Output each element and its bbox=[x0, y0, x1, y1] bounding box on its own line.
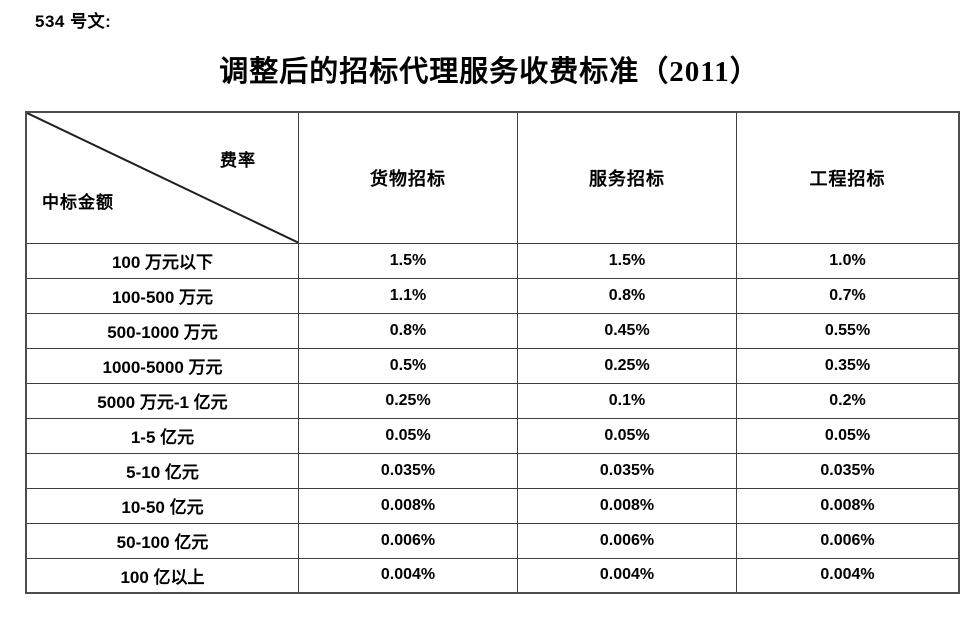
amount-range-cell: 100-500 万元 bbox=[25, 277, 299, 314]
table-row: 1000-5000 万元 0.5% 0.25% 0.35% bbox=[25, 347, 960, 384]
rate-cell: 0.35% bbox=[736, 347, 960, 384]
rate-cell: 0.006% bbox=[298, 522, 518, 559]
table-row: 50-100 亿元 0.006% 0.006% 0.006% bbox=[25, 522, 960, 559]
rate-cell: 0.05% bbox=[736, 417, 960, 454]
rate-cell: 0.004% bbox=[298, 557, 518, 594]
rate-cell: 0.004% bbox=[736, 557, 960, 594]
column-header-goods-bidding: 货物招标 bbox=[298, 111, 518, 244]
rate-cell: 0.2% bbox=[736, 382, 960, 419]
rate-cell: 0.008% bbox=[736, 487, 960, 524]
amount-range-cell: 50-100 亿元 bbox=[25, 522, 299, 559]
rate-cell: 0.5% bbox=[298, 347, 518, 384]
table-row: 100 万元以下 1.5% 1.5% 1.0% bbox=[25, 242, 960, 279]
rate-cell: 1.0% bbox=[736, 242, 960, 279]
rate-cell: 1.5% bbox=[298, 242, 518, 279]
table-row: 500-1000 万元 0.8% 0.45% 0.55% bbox=[25, 312, 960, 349]
amount-range-cell: 1-5 亿元 bbox=[25, 417, 299, 454]
rate-cell: 1.1% bbox=[298, 277, 518, 314]
rate-cell: 0.8% bbox=[517, 277, 737, 314]
column-header-service-bidding: 服务招标 bbox=[517, 111, 737, 244]
corner-label-amount: 中标金额 bbox=[42, 192, 114, 212]
fee-table-body: 100 万元以下 1.5% 1.5% 1.0% 100-500 万元 1.1% … bbox=[25, 242, 960, 594]
rate-cell: 0.006% bbox=[736, 522, 960, 559]
rate-cell: 0.05% bbox=[517, 417, 737, 454]
rate-cell: 0.25% bbox=[517, 347, 737, 384]
diagonal-divider-line bbox=[27, 113, 298, 243]
fee-table: 费率 中标金额 货物招标 服务招标 工程招标 100 万元以下 1.5% 1.5… bbox=[25, 111, 960, 594]
table-row: 5-10 亿元 0.035% 0.035% 0.035% bbox=[25, 452, 960, 489]
amount-range-cell: 100 万元以下 bbox=[25, 242, 299, 279]
table-row: 100-500 万元 1.1% 0.8% 0.7% bbox=[25, 277, 960, 314]
amount-range-cell: 100 亿以上 bbox=[25, 557, 299, 594]
table-row: 10-50 亿元 0.008% 0.008% 0.008% bbox=[25, 487, 960, 524]
rate-cell: 0.8% bbox=[298, 312, 518, 349]
rate-cell: 0.7% bbox=[736, 277, 960, 314]
corner-header-cell: 费率 中标金额 bbox=[25, 111, 299, 244]
fee-table-header: 费率 中标金额 货物招标 服务招标 工程招标 bbox=[25, 111, 960, 244]
rate-cell: 0.55% bbox=[736, 312, 960, 349]
rate-cell: 0.008% bbox=[517, 487, 737, 524]
rate-cell: 0.004% bbox=[517, 557, 737, 594]
rate-cell: 0.1% bbox=[517, 382, 737, 419]
corner-label-rate: 费率 bbox=[220, 151, 256, 170]
table-row: 5000 万元-1 亿元 0.25% 0.1% 0.2% bbox=[25, 382, 960, 419]
amount-range-cell: 500-1000 万元 bbox=[25, 312, 299, 349]
header-row: 费率 中标金额 货物招标 服务招标 工程招标 bbox=[25, 111, 960, 244]
rate-cell: 0.45% bbox=[517, 312, 737, 349]
table-row: 1-5 亿元 0.05% 0.05% 0.05% bbox=[25, 417, 960, 454]
table-row: 100 亿以上 0.004% 0.004% 0.004% bbox=[25, 557, 960, 594]
rate-cell: 1.5% bbox=[517, 242, 737, 279]
rate-cell: 0.035% bbox=[517, 452, 737, 489]
rate-cell: 0.05% bbox=[298, 417, 518, 454]
column-header-engineering-bidding: 工程招标 bbox=[736, 111, 960, 244]
amount-range-cell: 5-10 亿元 bbox=[25, 452, 299, 489]
page-title: 调整后的招标代理服务收费标准（2011） bbox=[219, 56, 760, 88]
amount-range-cell: 5000 万元-1 亿元 bbox=[25, 382, 299, 419]
rate-cell: 0.035% bbox=[298, 452, 518, 489]
rate-cell: 0.035% bbox=[736, 452, 960, 489]
rate-cell: 0.008% bbox=[298, 487, 518, 524]
rate-cell: 0.25% bbox=[298, 382, 518, 419]
rate-cell: 0.006% bbox=[517, 522, 737, 559]
doc-number-label: 534 号文: bbox=[35, 12, 112, 31]
amount-range-cell: 1000-5000 万元 bbox=[25, 347, 299, 384]
amount-range-cell: 10-50 亿元 bbox=[25, 487, 299, 524]
